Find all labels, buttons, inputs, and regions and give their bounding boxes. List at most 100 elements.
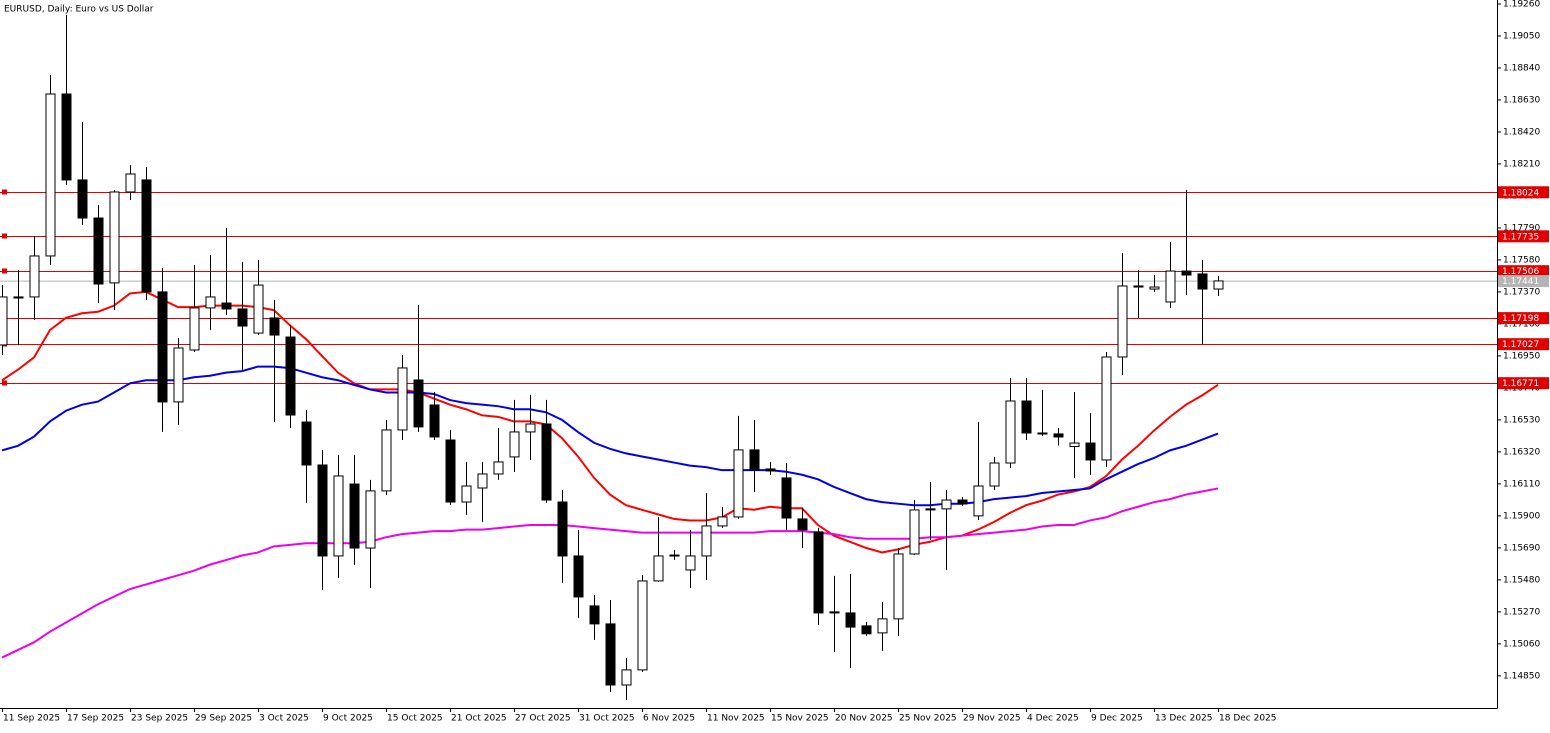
candle-body-up (701, 525, 712, 557)
level-label: 1.17027 (1502, 340, 1539, 350)
candle-body-up (1005, 400, 1016, 464)
level-handle (2, 268, 7, 274)
level-label-box (1498, 338, 1549, 351)
candle-body-up (525, 423, 536, 433)
moving-average (1, 290, 1219, 554)
candle-body-up (29, 255, 40, 298)
candle-body-down (1053, 433, 1064, 438)
candle-body-down (93, 217, 104, 285)
y-tick-label: 1.18420 (1503, 127, 1540, 137)
level-label-box (1498, 312, 1549, 325)
candle-body-down (765, 468, 776, 472)
candle-body-down (157, 291, 168, 403)
candle-body-down (301, 421, 312, 466)
x-tick-label: 15 Oct 2025 (387, 714, 443, 724)
candle-body-down (589, 605, 600, 625)
candle-body-up (189, 307, 200, 351)
candle-body-up (941, 499, 952, 510)
candle-body-down (61, 93, 72, 181)
x-tick-label: 29 Nov 2025 (963, 714, 1021, 724)
y-tick-label: 1.15690 (1503, 543, 1540, 553)
candle-body-down (1181, 270, 1192, 276)
candle-body-up (1101, 356, 1112, 461)
candle-body-down (1037, 432, 1048, 435)
level-handle (2, 380, 7, 386)
x-tick-label: 23 Sep 2025 (131, 714, 188, 724)
x-tick-label: 25 Nov 2025 (899, 714, 957, 724)
x-tick-label: 21 Oct 2025 (451, 714, 507, 724)
level-label: 1.17735 (1502, 232, 1539, 242)
y-tick-label: 1.16950 (1503, 351, 1540, 361)
candle-body-up (397, 367, 408, 431)
x-tick-label: 20 Nov 2025 (835, 714, 893, 724)
level-label: 1.16771 (1502, 379, 1539, 389)
candle-body-up (461, 485, 472, 503)
y-tick-label: 1.15270 (1503, 607, 1540, 617)
x-tick-label: 6 Nov 2025 (643, 714, 695, 724)
y-tick-label: 1.14850 (1503, 671, 1540, 681)
y-tick-label: 1.15060 (1503, 639, 1540, 649)
y-tick-label: 1.17790 (1503, 223, 1540, 233)
level-label-box (1498, 186, 1549, 199)
candle-body-down (861, 625, 872, 635)
candle-body-down (429, 404, 440, 438)
candle-body-up (365, 490, 376, 549)
candle-body-down (269, 317, 280, 336)
candle-body-up (1069, 442, 1080, 448)
level-label-box (1498, 265, 1549, 278)
candle-body-down (1021, 400, 1032, 434)
y-tick-label: 1.16530 (1503, 415, 1540, 425)
candle-body-up (0, 296, 8, 346)
candle-body-down (781, 477, 792, 519)
x-tick-label: 27 Oct 2025 (515, 714, 571, 724)
y-tick-label: 1.17580 (1503, 255, 1540, 265)
candle-body-down (317, 464, 328, 557)
y-tick-label: 1.17160 (1503, 319, 1540, 329)
candle-body-down (1133, 285, 1144, 288)
plot (0, 14, 1497, 700)
y-tick-label: 1.19260 (1503, 0, 1540, 9)
candle-body-up (733, 449, 744, 518)
y-tick-label: 1.18840 (1503, 63, 1540, 73)
chart-title: EURUSD, Daily: Euro vs US Dollar (4, 5, 154, 15)
level-label-box (1498, 377, 1549, 390)
candle-body-up (653, 555, 664, 582)
candle-body-down (141, 179, 152, 293)
candle-body-down (557, 501, 568, 557)
x-tick-label: 18 Dec 2025 (1219, 714, 1277, 724)
candle-body-up (621, 669, 632, 686)
candle-body-down (605, 623, 616, 686)
x-tick-label: 4 Dec 2025 (1027, 714, 1079, 724)
candle-body-up (333, 475, 344, 557)
x-tick-label: 17 Sep 2025 (67, 714, 124, 724)
x-tick-label: 15 Nov 2025 (771, 714, 829, 724)
current-price-label: 1.17441 (1502, 277, 1539, 287)
moving-average (1, 487, 1219, 659)
x-tick-label: 3 Oct 2025 (259, 714, 309, 724)
candle-body-up (45, 93, 56, 257)
candle-body-down (349, 483, 360, 549)
candle-body-up (493, 461, 504, 475)
candle-body-up (381, 429, 392, 492)
candle-body-down (669, 554, 680, 557)
candle-body-up (909, 509, 920, 555)
candle-body-down (829, 611, 840, 614)
level-handle (2, 233, 7, 239)
x-tick-label: 11 Sep 2025 (3, 714, 60, 724)
x-tick-label: 31 Oct 2025 (579, 714, 635, 724)
candle-body-down (1197, 273, 1208, 290)
y-tick-label: 1.15480 (1503, 575, 1540, 585)
candle-body-up (1149, 286, 1160, 290)
candle-body-up (685, 555, 696, 571)
candle-body-down (573, 555, 584, 598)
candle-body-down (413, 379, 424, 428)
candle-body-down (925, 508, 936, 511)
candle-body-down (237, 308, 248, 327)
y-tick-label: 1.16320 (1503, 447, 1540, 457)
level-label: 1.17506 (1502, 267, 1539, 277)
candle-body-down (797, 518, 808, 531)
candle-body-up (1213, 280, 1224, 290)
candle-body-down (221, 302, 232, 310)
candle-body-up (109, 191, 120, 284)
